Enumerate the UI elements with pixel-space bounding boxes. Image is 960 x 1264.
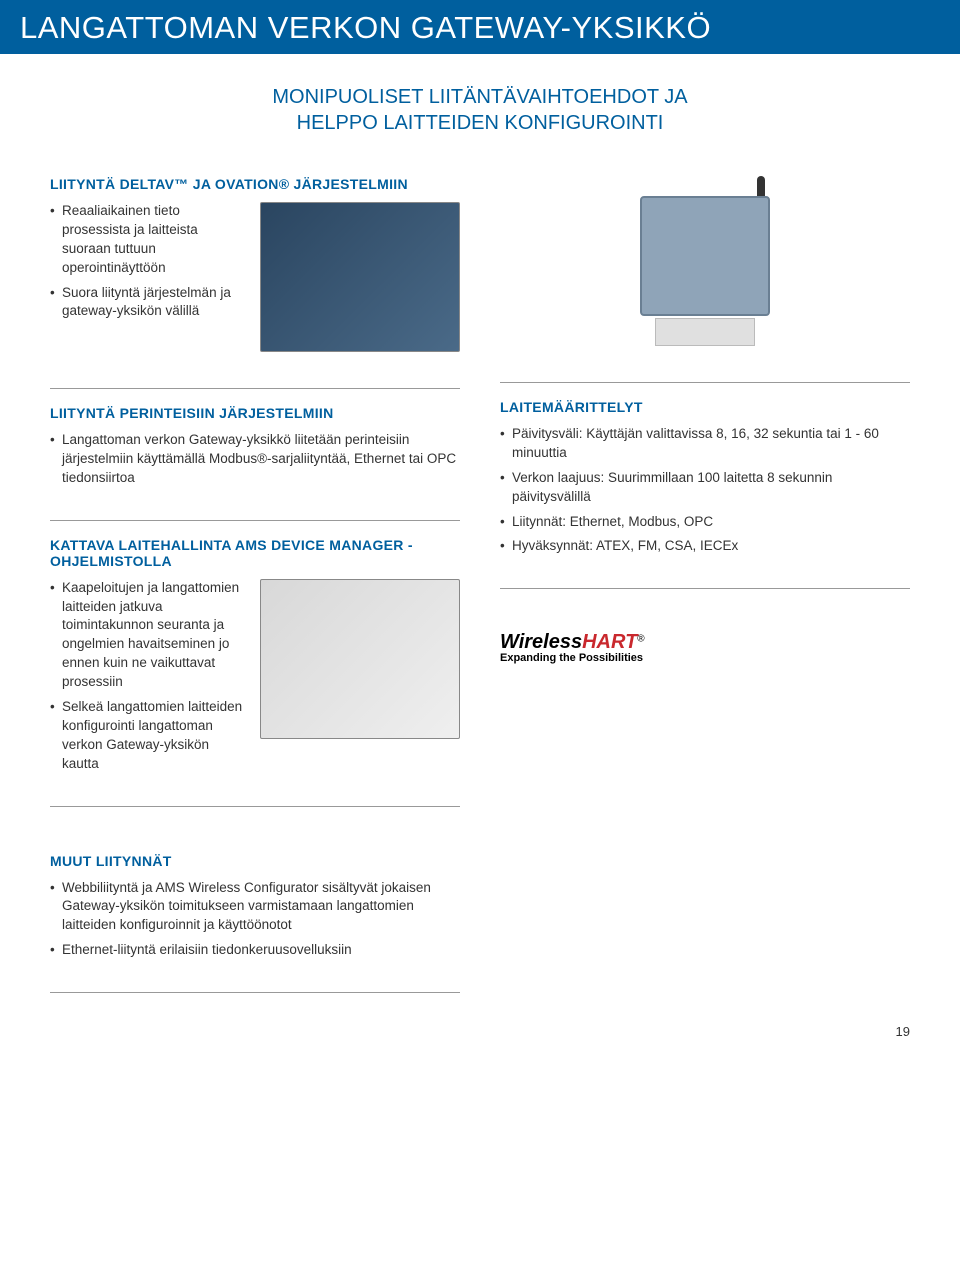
ams-software-image: [260, 579, 460, 739]
page-subtitle: MONIPUOLISET LIITÄNTÄVAIHTOEHDOT JA HELP…: [220, 84, 740, 136]
ams-item: Selkeä langattomien laitteiden konfiguro…: [50, 698, 246, 774]
gateway-base-icon: [655, 318, 755, 346]
control-room-image: [260, 202, 460, 352]
deltav-title: LIITYNTÄ DELTAV™ JA OVATION® JÄRJESTELMI…: [50, 176, 460, 192]
divider: [500, 588, 910, 589]
other-section: MUUT LIITYNNÄT Webbiliityntä ja AMS Wire…: [50, 853, 460, 967]
subtitle-line1: MONIPUOLISET LIITÄNTÄVAIHTOEHDOT JA: [220, 84, 740, 110]
other-item: Webbiliityntä ja AMS Wireless Configurat…: [50, 879, 460, 936]
ams-title: KATTAVA LAITEHALLINTA AMS DEVICE MANAGER…: [50, 537, 460, 569]
wirelesshart-logo: WirelessHART® Expanding the Possibilitie…: [500, 631, 910, 664]
specs-title: LAITEMÄÄRITTELYT: [500, 399, 910, 415]
legacy-section: LIITYNTÄ PERINTEISIIN JÄRJESTELMIIN Lang…: [50, 405, 460, 494]
page-number: 19: [896, 1024, 910, 1039]
page-banner: LANGATTOMAN VERKON GATEWAY-YKSIKKÖ: [0, 0, 960, 54]
deltav-section: LIITYNTÄ DELTAV™ JA OVATION® JÄRJESTELMI…: [50, 176, 460, 362]
divider: [500, 382, 910, 383]
logo-tagline: Expanding the Possibilities: [500, 652, 910, 664]
subtitle-line2: HELPPO LAITTEIDEN KONFIGUROINTI: [220, 110, 740, 136]
specs-item: Päivitysväli: Käyttäjän valittavissa 8, …: [500, 425, 910, 463]
specs-section: LAITEMÄÄRITTELYT Päivitysväli: Käyttäjän…: [500, 399, 910, 562]
divider: [50, 520, 460, 521]
deltav-item: Reaaliaikainen tieto prosessista ja lait…: [50, 202, 246, 278]
logo-word1: Wireless: [500, 631, 582, 653]
ams-item: Kaapeloitujen ja langattomien laitteiden…: [50, 579, 246, 692]
specs-item: Hyväksynnät: ATEX, FM, CSA, IECEx: [500, 537, 910, 556]
ams-section: KATTAVA LAITEHALLINTA AMS DEVICE MANAGER…: [50, 537, 460, 780]
divider: [50, 388, 460, 389]
specs-item: Verkon laajuus: Suurimmillaan 100 laitet…: [500, 469, 910, 507]
gateway-device-image: [500, 176, 910, 346]
legacy-item: Langattoman verkon Gateway-yksikkö liite…: [50, 431, 460, 488]
divider: [50, 992, 460, 993]
deltav-item: Suora liityntä järjestelmän ja gateway-y…: [50, 284, 246, 322]
banner-title: LANGATTOMAN VERKON GATEWAY-YKSIKKÖ: [20, 10, 940, 46]
other-title: MUUT LIITYNNÄT: [50, 853, 460, 869]
divider: [50, 806, 460, 807]
gateway-enclosure-icon: [640, 196, 770, 316]
logo-word2: HART: [582, 631, 637, 653]
other-item: Ethernet-liityntä erilaisiin tiedonkeruu…: [50, 941, 460, 960]
specs-item: Liitynnät: Ethernet, Modbus, OPC: [500, 513, 910, 532]
legacy-title: LIITYNTÄ PERINTEISIIN JÄRJESTELMIIN: [50, 405, 460, 421]
logo-reg: ®: [637, 634, 644, 645]
